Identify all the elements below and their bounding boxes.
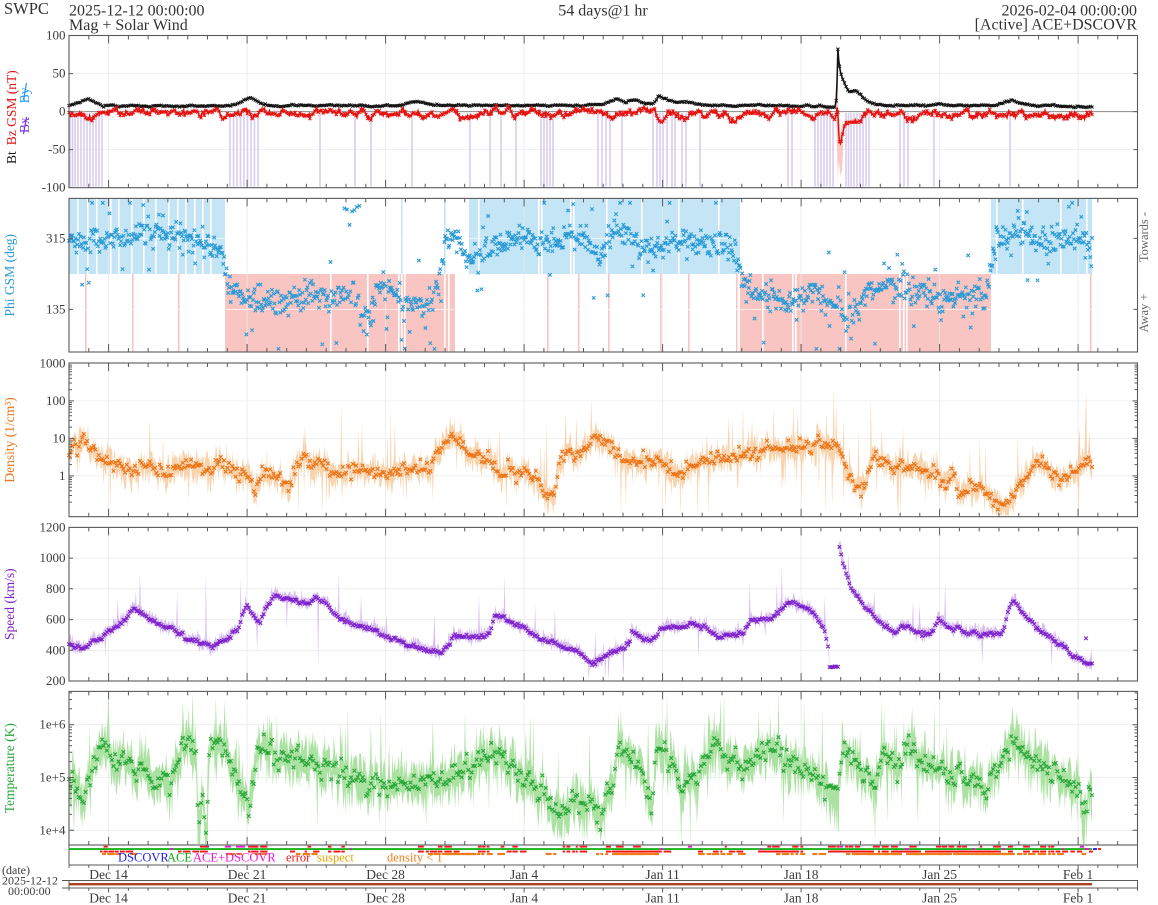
svg-text:800: 800 — [46, 581, 66, 596]
svg-text:-50: -50 — [48, 142, 65, 157]
svg-text:315: 315 — [46, 230, 66, 245]
svg-text:400: 400 — [46, 642, 66, 657]
svg-text:Speed (km/s): Speed (km/s) — [2, 568, 17, 640]
svg-text:50: 50 — [53, 66, 66, 81]
svg-text:Feb 1: Feb 1 — [1063, 867, 1093, 882]
svg-text:Dec 21: Dec 21 — [228, 867, 267, 882]
svg-text:Feb 1: Feb 1 — [1063, 891, 1093, 905]
svg-text:DSCOVR: DSCOVR — [118, 850, 169, 864]
svg-text:Dec 28: Dec 28 — [366, 891, 405, 905]
svg-text:100: 100 — [46, 28, 66, 43]
svg-text:00:00:00: 00:00:00 — [8, 884, 51, 898]
svg-text:Dec 28: Dec 28 — [366, 867, 405, 882]
svg-text:BtBz GSM (nT): BtBz GSM (nT) — [4, 70, 19, 164]
svg-text:Jan 25: Jan 25 — [922, 867, 957, 882]
svg-text:Jan 25: Jan 25 — [922, 891, 957, 905]
svg-text:1000: 1000 — [40, 355, 66, 370]
svg-text:1e+5: 1e+5 — [39, 770, 65, 785]
svg-text:2025-12-12 00:00:00: 2025-12-12 00:00:00 — [69, 3, 205, 20]
svg-text:Mag + Solar Wind: Mag + Solar Wind — [69, 17, 188, 34]
svg-text:Temperature (K): Temperature (K) — [2, 723, 17, 813]
svg-text:1200: 1200 — [40, 519, 66, 534]
svg-text:1000: 1000 — [40, 550, 66, 565]
svg-text:54 days@1 hr: 54 days@1 hr — [558, 3, 648, 20]
svg-text:135: 135 — [46, 301, 66, 316]
svg-text:error: error — [286, 850, 311, 864]
svg-text:density < 1: density < 1 — [387, 850, 443, 864]
svg-text:10: 10 — [53, 430, 66, 445]
svg-text:Jan 18: Jan 18 — [784, 867, 819, 882]
svg-text:(date): (date) — [2, 863, 30, 877]
svg-text:Dec 21: Dec 21 — [228, 891, 267, 905]
svg-text:Dec 14: Dec 14 — [89, 867, 128, 882]
svg-text:-100: -100 — [42, 180, 66, 195]
svg-text:Jan 4: Jan 4 — [510, 891, 538, 905]
svg-text:Jan 11: Jan 11 — [645, 891, 679, 905]
svg-text:SWPC: SWPC — [4, 0, 49, 18]
svg-text:Dec 14: Dec 14 — [89, 891, 128, 905]
svg-text:100: 100 — [46, 393, 66, 408]
svg-text:Density (1/cm³): Density (1/cm³) — [2, 397, 17, 482]
svg-text:suspect: suspect — [317, 850, 354, 864]
svg-text:Towards -: Towards - — [1137, 212, 1151, 262]
svg-text:ACE: ACE — [167, 850, 192, 864]
svg-text:0: 0 — [59, 104, 66, 119]
svg-text:1e+6: 1e+6 — [39, 717, 66, 732]
svg-text:[Active] ACE+DSCOVR: [Active] ACE+DSCOVR — [975, 17, 1138, 34]
svg-text:2025-12-12: 2025-12-12 — [2, 874, 58, 888]
svg-text:Jan 11: Jan 11 — [645, 867, 679, 882]
svg-text:Phi GSM (deg): Phi GSM (deg) — [2, 234, 17, 317]
svg-text:Jan 4: Jan 4 — [510, 867, 538, 882]
svg-text:ACE+DSCOVR: ACE+DSCOVR — [193, 850, 276, 864]
svg-text:2026-02-04 00:00:00: 2026-02-04 00:00:00 — [1001, 3, 1137, 20]
svg-text:Away +: Away + — [1137, 294, 1151, 333]
svg-text:600: 600 — [46, 612, 66, 627]
svg-text:Jan 18: Jan 18 — [784, 891, 819, 905]
svg-text:200: 200 — [46, 673, 66, 688]
svg-text:1e+4: 1e+4 — [39, 822, 66, 837]
svg-text:1: 1 — [59, 468, 66, 483]
